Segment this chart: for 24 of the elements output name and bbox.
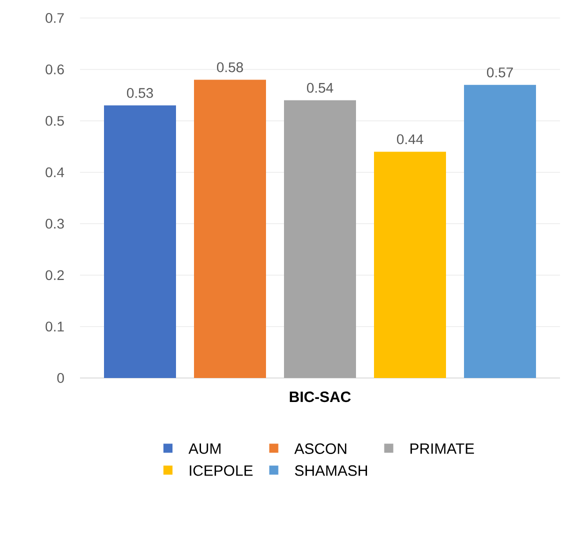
x-tick-label: BIC-SAC: [290, 392, 351, 402]
bar: [104, 105, 176, 378]
bar: [374, 152, 446, 378]
y-tick-label: 0.7: [46, 13, 64, 23]
legend-label: PRIMATE: [410, 443, 474, 454]
legend-label: AUM: [188, 443, 220, 454]
data-label: 0.58: [216, 62, 243, 72]
legend-label: ICEPOLE: [190, 465, 253, 476]
y-tick-label: 0: [57, 373, 64, 383]
data-label: 0.54: [306, 82, 334, 93]
y-tick-label: 0.1: [46, 322, 64, 332]
y-tick-label: 0.2: [46, 270, 64, 280]
data-label: 0.44: [396, 134, 424, 144]
y-tick-label: 0.3: [46, 218, 64, 229]
legend-label: ASCON: [294, 443, 346, 454]
bar: [464, 84, 536, 378]
bar: [194, 80, 266, 378]
data-label: 0.57: [486, 67, 513, 78]
legend-label: SHAMASH: [294, 465, 367, 476]
y-tick-label: 0.5: [46, 116, 64, 126]
y-tick-label: 0.4: [46, 167, 64, 178]
data-label: 0.53: [126, 88, 153, 98]
y-tick-label: 0.6: [46, 64, 64, 74]
bar: [284, 100, 356, 378]
